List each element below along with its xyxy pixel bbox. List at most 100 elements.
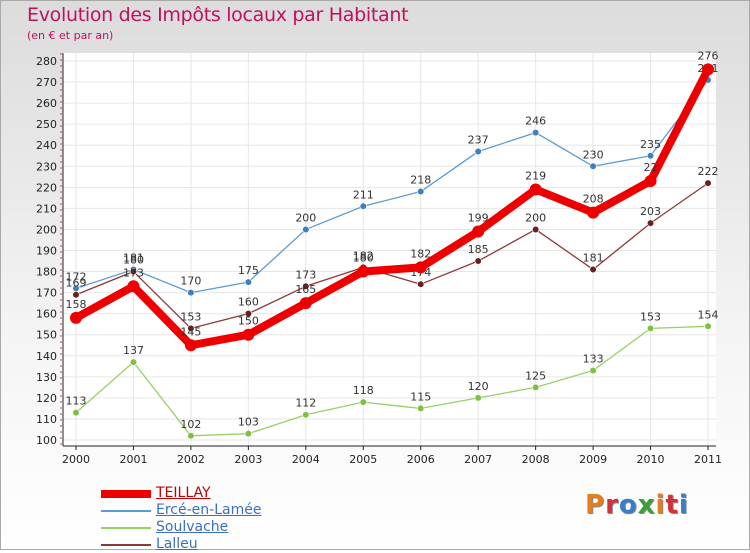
series-line — [75, 325, 709, 437]
data-label: 218 — [410, 174, 431, 187]
data-label: 120 — [468, 380, 489, 393]
data-point — [474, 257, 482, 265]
logo-letter: P — [585, 490, 606, 520]
data-point — [359, 202, 367, 210]
legend-item: Soulvache — [101, 519, 261, 536]
data-label: 133 — [583, 353, 604, 366]
y-tick-label: 210 — [36, 202, 57, 215]
y-tick-label: 250 — [36, 118, 57, 131]
data-point — [646, 324, 655, 333]
data-label: 200 — [295, 211, 316, 224]
legend-swatch — [101, 509, 151, 512]
data-point — [474, 394, 482, 402]
data-label: 154 — [698, 308, 719, 321]
data-point — [589, 265, 597, 274]
data-point — [184, 339, 197, 352]
data-point — [414, 261, 427, 274]
y-tick-label: 170 — [36, 287, 57, 300]
data-point — [72, 291, 80, 299]
legend-swatch — [101, 526, 151, 529]
logo-letter: o — [618, 490, 638, 520]
data-label: 208 — [583, 193, 604, 206]
legend-item: TEILLAY — [101, 485, 261, 502]
data-label: 115 — [410, 390, 431, 403]
data-label: 150 — [238, 315, 259, 328]
data-point — [472, 225, 485, 238]
legend-label: Lalleu — [156, 536, 198, 552]
data-label: 112 — [295, 397, 316, 410]
chart-title: Evolution des Impôts locaux par Habitant — [27, 4, 409, 26]
data-label: 125 — [525, 369, 546, 382]
y-tick-label: 100 — [36, 434, 57, 447]
logo-letter: x — [637, 490, 656, 520]
y-tick-label: 120 — [36, 392, 57, 405]
y-tick-label: 260 — [36, 97, 57, 110]
data-label: 165 — [295, 283, 316, 296]
x-tick-label: 2011 — [694, 453, 722, 466]
y-tick-label: 160 — [36, 308, 57, 321]
x-tick-label: 2008 — [522, 453, 550, 466]
data-label: 182 — [353, 249, 374, 262]
legend-item: Ercé-en-Lamée — [101, 502, 261, 519]
data-point — [129, 267, 138, 276]
x-tick-label: 2002 — [177, 453, 205, 466]
x-tick-label: 2005 — [349, 453, 377, 466]
data-label: 211 — [353, 188, 374, 201]
logo-letter: t — [665, 490, 679, 520]
y-tick-label: 230 — [36, 160, 57, 173]
data-label: 180 — [353, 252, 374, 265]
data-label: 203 — [640, 205, 661, 218]
data-label: 173 — [123, 266, 144, 279]
data-point — [474, 147, 482, 156]
series-soulvache: 113 137 102 103 112 118 115 120 125 133 153 154 — [66, 308, 719, 440]
y-tick-label: 180 — [36, 266, 57, 279]
series-line — [75, 79, 709, 294]
data-point — [704, 322, 712, 330]
data-label: 181 — [123, 251, 144, 264]
data-point — [70, 311, 82, 324]
data-point — [589, 162, 597, 170]
data-point — [646, 152, 655, 160]
data-point — [702, 63, 714, 76]
data-point — [359, 398, 367, 406]
data-label: 160 — [238, 296, 259, 309]
y-tick-label: 150 — [36, 329, 57, 342]
data-point — [357, 265, 370, 278]
x-tick-label: 2003 — [234, 453, 262, 466]
data-point — [532, 128, 540, 137]
data-label: 175 — [238, 264, 259, 277]
proxiti-logo: Proxiti — [585, 490, 689, 520]
data-point — [417, 404, 425, 413]
data-point — [244, 278, 252, 286]
x-tick-label: 2000 — [62, 453, 90, 466]
data-label: 276 — [698, 49, 719, 62]
data-label: 180 — [123, 254, 144, 267]
data-label: 102 — [180, 418, 201, 431]
legend-item: Lalleu — [101, 536, 261, 553]
data-label: 185 — [468, 243, 489, 256]
data-point — [302, 282, 310, 290]
data-label: 173 — [295, 268, 316, 281]
data-point — [302, 225, 310, 234]
y-tick-label: 110 — [36, 413, 57, 426]
data-label: 222 — [698, 165, 719, 178]
logo-letter: i — [655, 490, 666, 520]
series-line — [72, 65, 712, 350]
data-label: 219 — [525, 169, 546, 182]
data-point — [187, 324, 195, 333]
data-label: 153 — [180, 310, 201, 323]
data-point — [187, 289, 195, 297]
data-point — [129, 358, 138, 366]
data-label: 169 — [66, 277, 87, 290]
data-point — [644, 175, 657, 188]
logo-letter: r — [605, 490, 619, 520]
data-point — [646, 219, 655, 227]
x-tick-label: 2009 — [579, 453, 607, 466]
y-tick-label: 200 — [36, 223, 57, 236]
x-tick-label: 2006 — [407, 453, 435, 466]
x-tick-label: 2007 — [464, 453, 492, 466]
y-tick-label: 270 — [36, 76, 57, 89]
